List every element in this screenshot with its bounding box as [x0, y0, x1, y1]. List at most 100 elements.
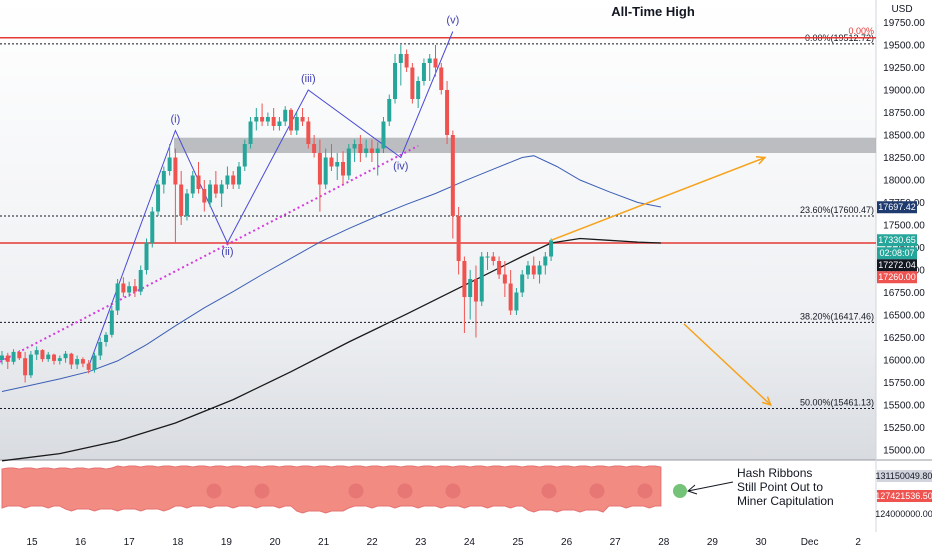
- candle-body[interactable]: [369, 148, 374, 154]
- candle-body[interactable]: [508, 283, 513, 311]
- candle-body[interactable]: [525, 265, 530, 275]
- candle-body[interactable]: [317, 153, 322, 185]
- candle-body[interactable]: [63, 353, 68, 359]
- candle-body[interactable]: [254, 117, 259, 122]
- candle-body[interactable]: [398, 54, 403, 63]
- candle-body[interactable]: [277, 121, 282, 127]
- candle-body[interactable]: [161, 171, 166, 185]
- candle-body[interactable]: [144, 243, 149, 270]
- projection-arrow[interactable]: [550, 156, 766, 241]
- candle-body[interactable]: [86, 363, 91, 370]
- candle-body[interactable]: [306, 121, 311, 145]
- candle-body[interactable]: [462, 261, 467, 297]
- candle-body[interactable]: [23, 358, 28, 376]
- candle-body[interactable]: [52, 354, 57, 361]
- candle-body[interactable]: [5, 355, 10, 362]
- candle-body[interactable]: [265, 117, 270, 122]
- candle-body[interactable]: [11, 351, 16, 362]
- candle-body[interactable]: [98, 342, 103, 356]
- candle-body[interactable]: [213, 184, 218, 194]
- candle-body[interactable]: [34, 350, 39, 355]
- candle-body[interactable]: [208, 184, 213, 203]
- candle-body[interactable]: [416, 81, 421, 99]
- candle-body[interactable]: [468, 279, 473, 297]
- elliott-wave-path[interactable]: [88, 31, 454, 367]
- candle-body[interactable]: [450, 135, 455, 216]
- candle-body[interactable]: [248, 121, 253, 145]
- candle-body[interactable]: [294, 117, 299, 131]
- candle-body[interactable]: [225, 175, 230, 185]
- candle-body[interactable]: [520, 274, 525, 293]
- candle-body[interactable]: [231, 175, 236, 185]
- candle-body[interactable]: [104, 334, 109, 342]
- candle-body[interactable]: [456, 216, 461, 261]
- candle-body[interactable]: [312, 144, 317, 153]
- candle-body[interactable]: [421, 63, 426, 81]
- candle-body[interactable]: [289, 109, 293, 131]
- candle-body[interactable]: [427, 58, 432, 64]
- candle-body[interactable]: [404, 54, 409, 68]
- candle-body[interactable]: [28, 354, 33, 376]
- candle-body[interactable]: [167, 157, 172, 172]
- candle-body[interactable]: [132, 286, 137, 292]
- candle-body[interactable]: [236, 166, 241, 185]
- candle-body[interactable]: [329, 157, 334, 167]
- candle-body[interactable]: [514, 292, 519, 311]
- candle-body[interactable]: [92, 355, 97, 370]
- candle-body[interactable]: [479, 256, 484, 302]
- support-trendline[interactable]: [0, 144, 419, 363]
- candle-body[interactable]: [69, 353, 74, 365]
- candle-body[interactable]: [393, 63, 398, 99]
- candle-body[interactable]: [410, 67, 415, 100]
- candle-body[interactable]: [184, 193, 189, 217]
- candle-body[interactable]: [537, 265, 542, 275]
- candle-body[interactable]: [375, 148, 380, 154]
- buy-signal-dot[interactable]: [673, 484, 687, 498]
- candle-body[interactable]: [346, 148, 351, 176]
- candle-body[interactable]: [381, 121, 386, 149]
- candle-body[interactable]: [387, 99, 392, 122]
- candle-body[interactable]: [121, 283, 126, 293]
- candle-body[interactable]: [543, 256, 548, 266]
- candle-body[interactable]: [46, 354, 51, 360]
- candle-body[interactable]: [358, 144, 363, 153]
- candle-body[interactable]: [271, 117, 276, 126]
- candle-body[interactable]: [17, 351, 22, 359]
- candle-body[interactable]: [300, 117, 305, 122]
- candle-body[interactable]: [335, 162, 340, 167]
- candle-body[interactable]: [202, 189, 207, 203]
- candle-body[interactable]: [80, 359, 85, 364]
- candle-body[interactable]: [531, 265, 536, 275]
- candle-body[interactable]: [173, 157, 178, 185]
- candle-body[interactable]: [219, 184, 224, 194]
- candle-body[interactable]: [283, 109, 288, 122]
- candle-body[interactable]: [502, 274, 507, 284]
- candle-body[interactable]: [260, 117, 265, 122]
- candle-body[interactable]: [127, 286, 132, 293]
- candle-body[interactable]: [549, 240, 554, 257]
- candle-body[interactable]: [445, 90, 450, 135]
- candle-body[interactable]: [473, 279, 478, 302]
- candle-body[interactable]: [341, 162, 346, 176]
- candle-body[interactable]: [433, 58, 438, 68]
- candle-body[interactable]: [242, 144, 247, 167]
- candle-body[interactable]: [109, 310, 114, 335]
- candle-body[interactable]: [485, 256, 490, 258]
- projection-arrow[interactable]: [683, 323, 772, 406]
- candle-body[interactable]: [138, 270, 143, 292]
- candle-body[interactable]: [115, 283, 120, 311]
- candle-body[interactable]: [323, 157, 328, 185]
- candle-body[interactable]: [190, 175, 195, 194]
- candle-body[interactable]: [57, 358, 62, 361]
- candle-body[interactable]: [491, 256, 496, 262]
- candle-body[interactable]: [439, 67, 444, 91]
- candle-body[interactable]: [497, 261, 502, 275]
- candle-body[interactable]: [40, 350, 45, 360]
- candle-body[interactable]: [150, 211, 155, 244]
- candle-body[interactable]: [75, 359, 80, 365]
- candle-body[interactable]: [179, 184, 184, 217]
- candle-body[interactable]: [364, 148, 369, 154]
- candle-body[interactable]: [156, 184, 161, 212]
- candle-body[interactable]: [352, 144, 357, 149]
